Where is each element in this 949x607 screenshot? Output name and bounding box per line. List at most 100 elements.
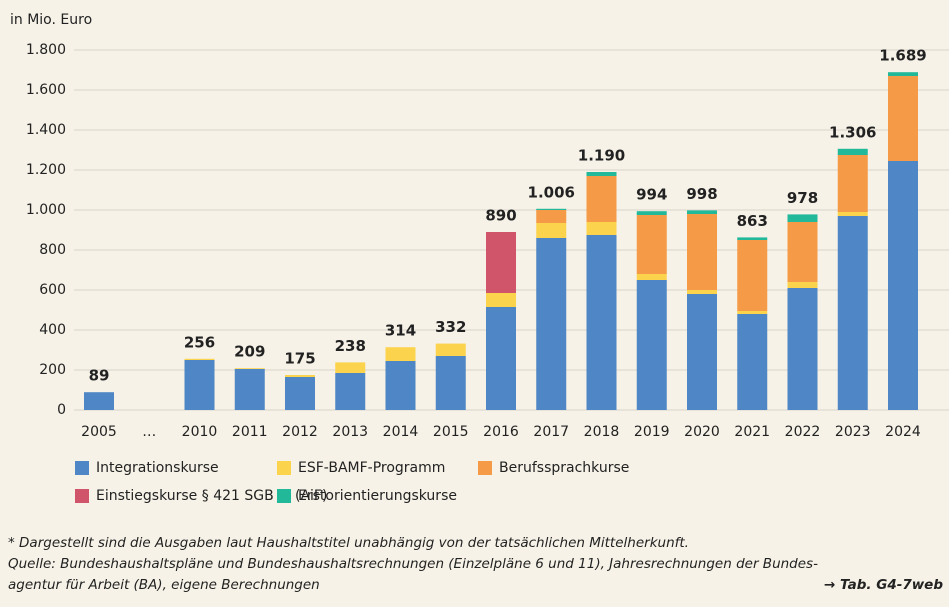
bar-segment bbox=[787, 214, 818, 222]
bar-segment bbox=[536, 223, 567, 238]
x-tick-label: 2024 bbox=[885, 424, 921, 440]
bar-segment bbox=[435, 343, 466, 356]
total-label: 1.689 bbox=[879, 47, 926, 65]
bar-segment bbox=[586, 222, 617, 235]
bar-segment bbox=[737, 240, 768, 311]
y-tick-label: 1.800 bbox=[26, 42, 66, 58]
bar-segment bbox=[787, 288, 818, 410]
bar-segment bbox=[687, 294, 717, 410]
bar-segment bbox=[184, 360, 215, 410]
bar-segment bbox=[285, 375, 315, 377]
bar-segment bbox=[234, 369, 265, 410]
footnote: Quelle: Bundeshaushaltspläne und Bundesh… bbox=[8, 556, 818, 572]
bar-segment bbox=[636, 280, 667, 410]
reference: → Tab. G4-7web bbox=[824, 577, 943, 593]
total-label: 332 bbox=[435, 318, 466, 336]
bar-segment bbox=[636, 211, 667, 215]
x-tick-label: 2010 bbox=[182, 424, 218, 440]
legend-swatch bbox=[75, 461, 89, 475]
bar-segment bbox=[837, 216, 868, 410]
x-tick-label: 2017 bbox=[533, 424, 569, 440]
bar-segment bbox=[737, 314, 768, 410]
total-label: 978 bbox=[787, 189, 818, 207]
bar-segment bbox=[888, 76, 918, 161]
y-tick-label: 1.200 bbox=[26, 162, 66, 178]
legend-label: Berufssprachkurse bbox=[499, 460, 629, 476]
total-label: 998 bbox=[686, 185, 717, 203]
bar-segment bbox=[586, 176, 617, 222]
y-tick-label: 1.600 bbox=[26, 82, 66, 98]
bar-segment bbox=[536, 238, 567, 410]
total-label: 314 bbox=[385, 322, 416, 340]
bar-segment bbox=[687, 290, 717, 294]
total-label: 994 bbox=[636, 186, 667, 204]
x-tick-label: 2015 bbox=[433, 424, 469, 440]
y-tick-label: 600 bbox=[39, 282, 66, 298]
x-tick-label: 2023 bbox=[835, 424, 871, 440]
bar-segment bbox=[335, 373, 366, 410]
x-tick-label: 2018 bbox=[584, 424, 620, 440]
total-label: 1.006 bbox=[528, 183, 575, 201]
bar-segment bbox=[888, 72, 918, 76]
bar-segment bbox=[888, 161, 918, 410]
bar-segment bbox=[84, 392, 114, 410]
total-label: 238 bbox=[335, 337, 366, 355]
total-label: 863 bbox=[737, 212, 768, 230]
bar-segment bbox=[737, 311, 768, 314]
bar-segment bbox=[687, 214, 717, 290]
bar-segment bbox=[737, 237, 768, 240]
legend-swatch bbox=[277, 489, 291, 503]
x-tick-label: 2012 bbox=[282, 424, 318, 440]
bar-segment bbox=[435, 356, 466, 410]
legend-label: Erstorientierungskurse bbox=[298, 488, 457, 504]
total-label: 89 bbox=[89, 367, 110, 385]
x-tick-label: 2021 bbox=[734, 424, 770, 440]
bar-segment bbox=[636, 215, 667, 274]
x-tick-label: 2019 bbox=[634, 424, 670, 440]
bar-segment bbox=[837, 155, 868, 212]
total-label: 256 bbox=[184, 333, 215, 351]
bar-segment bbox=[837, 212, 868, 216]
y-tick-label: 1.400 bbox=[26, 122, 66, 138]
bar-segment bbox=[385, 361, 416, 410]
bar-segment bbox=[486, 307, 516, 410]
x-tick-label: 2013 bbox=[332, 424, 368, 440]
bar-segment bbox=[787, 222, 818, 282]
bar-segment bbox=[536, 208, 567, 210]
bar-segment bbox=[234, 368, 265, 369]
x-tick-label: 2020 bbox=[684, 424, 720, 440]
legend-swatch bbox=[75, 489, 89, 503]
bar-segment bbox=[687, 210, 717, 214]
legend-label: ESF-BAMF-Programm bbox=[298, 460, 445, 476]
total-label: 1.306 bbox=[829, 123, 876, 141]
footnote: * Dargestellt sind die Ausgaben laut Hau… bbox=[8, 535, 689, 551]
bar-segment bbox=[586, 172, 617, 176]
x-tick-label: … bbox=[142, 424, 156, 440]
y-tick-label: 0 bbox=[57, 402, 66, 418]
y-tick-label: 200 bbox=[39, 362, 66, 378]
x-tick-label: 2014 bbox=[383, 424, 419, 440]
subtitle: in Mio. Euro bbox=[10, 12, 92, 28]
legend-swatch bbox=[277, 461, 291, 475]
total-label: 890 bbox=[485, 207, 516, 225]
legend-label: Integrationskurse bbox=[96, 460, 219, 476]
x-tick-label: 2022 bbox=[785, 424, 821, 440]
bar-segment bbox=[636, 274, 667, 280]
bar-segment bbox=[486, 232, 516, 293]
legend-swatch bbox=[478, 461, 492, 475]
legend-label: Einstiegskurse § 421 SGB III (AiF) bbox=[96, 488, 327, 504]
y-tick-label: 800 bbox=[39, 242, 66, 258]
total-label: 1.190 bbox=[578, 147, 625, 165]
total-label: 209 bbox=[234, 343, 265, 361]
bar-segment bbox=[184, 358, 215, 360]
y-tick-label: 1.000 bbox=[26, 202, 66, 218]
bar-segment bbox=[486, 293, 516, 307]
x-tick-label: 2016 bbox=[483, 424, 519, 440]
footnote: agentur für Arbeit (BA), eigene Berechnu… bbox=[8, 577, 320, 593]
x-tick-label: 2005 bbox=[81, 424, 117, 440]
bar-segment bbox=[837, 148, 868, 155]
bar-segment bbox=[335, 362, 366, 373]
y-tick-label: 400 bbox=[39, 322, 66, 338]
bar-segment bbox=[385, 347, 416, 361]
bar-segment bbox=[586, 235, 617, 410]
